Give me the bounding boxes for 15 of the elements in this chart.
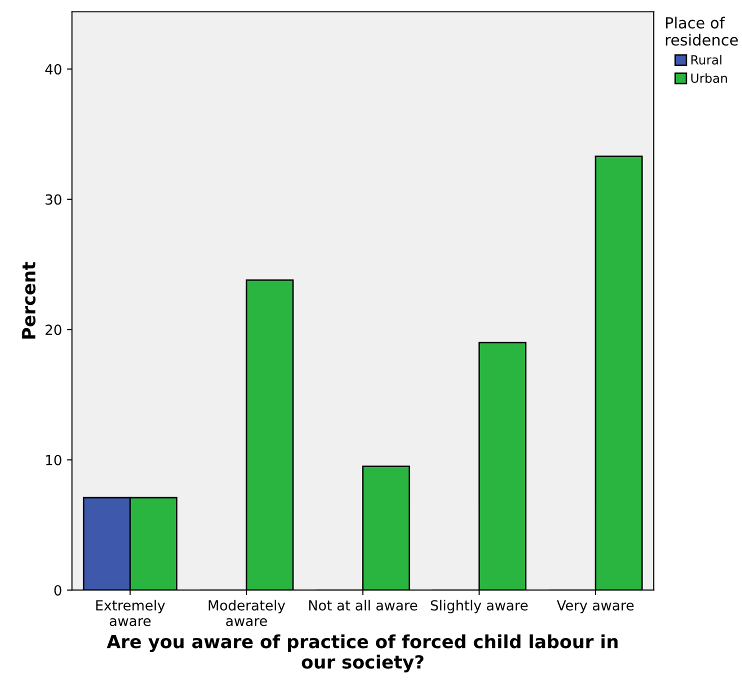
legend-label: Rural <box>691 54 722 65</box>
x-tick-label: Very aware <box>556 600 634 614</box>
x-tick-label: Extremely aware <box>96 600 165 626</box>
y-tick-label: 20 <box>46 324 62 336</box>
x-tick-label: Not at all aware <box>309 600 418 611</box>
y-tick-label: 0 <box>54 585 62 596</box>
legend-label: Urban <box>691 73 727 83</box>
x-tick-label: Moderately aware <box>208 600 286 626</box>
x-tick-label: Slightly aware <box>430 600 528 614</box>
y-tick-label: 40 <box>45 64 62 75</box>
y-axis-title: Percent <box>22 262 36 339</box>
y-tick-label: 30 <box>46 194 62 205</box>
y-tick-label: 10 <box>46 454 62 466</box>
legend-title: Place of residence <box>666 16 738 46</box>
x-axis-title: Are you aware of practice of forced child labour in our society? <box>106 634 618 672</box>
